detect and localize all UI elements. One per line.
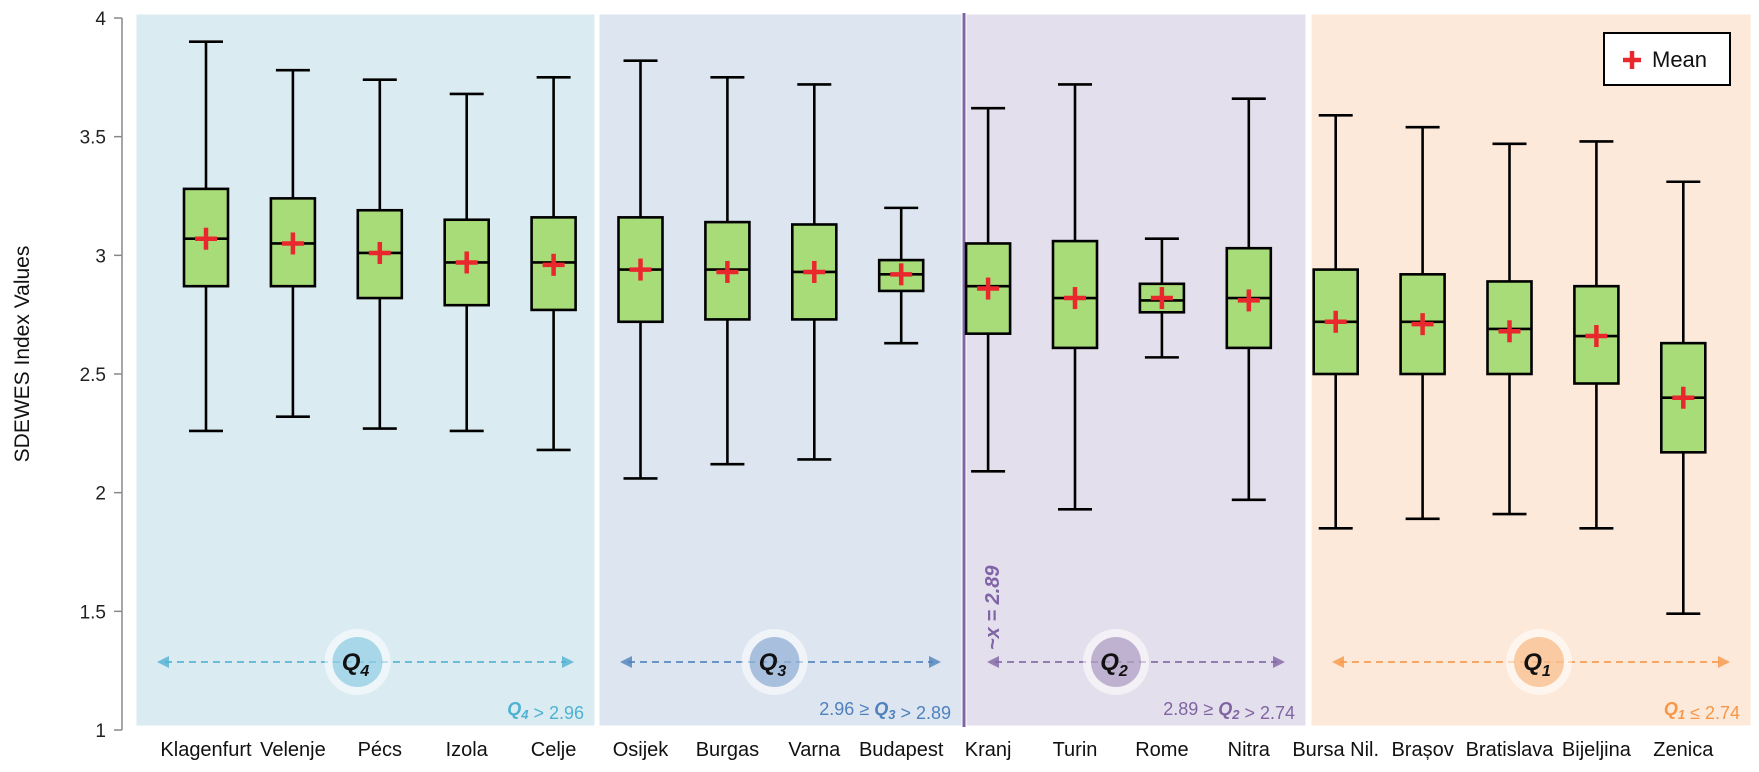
box-bratislava — [1486, 142, 1533, 516]
quartile-range-note: 2.89 ≥ Q2 > 2.74 — [1163, 699, 1295, 723]
x-tick-label: Burgas — [696, 739, 759, 761]
quartile-badge — [332, 637, 383, 687]
legend-mean-marker — [1623, 51, 1641, 69]
box-turin — [1051, 83, 1099, 511]
box-velenje — [269, 68, 317, 419]
box-bijeljina — [1573, 140, 1620, 530]
quartile-badge-label: Q1 — [1523, 649, 1551, 680]
panel-q4 — [133, 11, 598, 729]
y-axis-label: SDEWES Index Values — [11, 246, 34, 463]
boxes — [182, 40, 1707, 616]
box-bursa-nil- — [1312, 114, 1359, 530]
x-tick-label: Turin — [1053, 739, 1098, 761]
arrow-head-left — [157, 656, 169, 668]
box-budapest — [877, 206, 925, 345]
x-tick-label: Kranj — [965, 739, 1012, 761]
arrow-head-left — [987, 656, 999, 668]
quartile-badge-halo — [324, 629, 391, 695]
box-kranj — [964, 106, 1012, 473]
y-axis: 1 1.5 2 2.5 3 3.5 4 — [80, 9, 123, 742]
quartile-badge-halo — [741, 629, 808, 695]
arrow-head-right — [1273, 656, 1285, 668]
arrow-head-right — [929, 656, 941, 668]
y-tick-label: 2 — [95, 484, 106, 505]
x-tick-label: Budapest — [859, 739, 944, 761]
quartile-range-note: Q4 > 2.96 — [507, 699, 584, 723]
box-varna — [790, 83, 838, 461]
x-tick-label: Klagenfurt — [160, 739, 252, 761]
y-tick-label: 1 — [95, 721, 106, 742]
arrow-head-right — [1718, 656, 1730, 668]
quartile-badge-halo — [1506, 629, 1572, 695]
x-tick-label: Rome — [1135, 739, 1188, 761]
legend-label: Mean — [1652, 47, 1707, 72]
box-burgas — [704, 76, 751, 466]
legend: Mean — [1603, 32, 1731, 86]
quartile-arrows: Q4 Q4 > 2.96 Q3 2.96 ≥ Q3 > 2.89 Q2 2.89 ≥ Q2… — [157, 629, 1740, 723]
x-tick-labels: Klagenfurt Velenje Pécs Izola Celje Osijek Bur… — [160, 739, 1714, 761]
panel-q2 — [963, 11, 1309, 729]
box-celje — [530, 76, 577, 452]
box-p-cs — [356, 78, 404, 430]
arrow-head-right — [562, 656, 574, 668]
box-osijek — [617, 59, 664, 480]
panel-q3 — [596, 11, 965, 729]
x-tick-label: Nitra — [1228, 739, 1271, 761]
x-tick-label: Varna — [788, 739, 841, 761]
quartile-badge — [749, 637, 800, 687]
x-tick-label: Bijeljina — [1562, 739, 1632, 761]
x-tick-label: Bratislava — [1466, 739, 1555, 761]
quartile-badge-label: Q2 — [1100, 649, 1128, 680]
quartile-range-note: 2.96 ≥ Q3 > 2.89 — [819, 699, 951, 723]
y-tick-label: 3.5 — [80, 128, 106, 149]
quartile-badge-halo — [1083, 629, 1149, 695]
median-divider-label: ~x = 2.89 — [982, 565, 1004, 650]
x-tick-label: Zenica — [1653, 739, 1714, 761]
box-rome — [1138, 237, 1186, 359]
x-tick-label: Bursa Nil. — [1292, 739, 1379, 761]
quartile-badge-label: Q3 — [759, 649, 787, 680]
x-tick-label: Pécs — [358, 739, 402, 761]
x-tick-label: Izola — [446, 739, 489, 761]
box-izola — [443, 92, 491, 433]
x-tick-label: Brașov — [1391, 739, 1453, 761]
box-klagenfurt — [182, 40, 230, 433]
quartile-badge — [1091, 637, 1141, 687]
y-tick-label: 2.5 — [80, 365, 106, 386]
x-tick-label: Celje — [531, 739, 577, 761]
y-tick-label: 3 — [95, 246, 106, 267]
y-tick-label: 1.5 — [80, 602, 106, 623]
quartile-range-note: Q1 ≤ 2.74 — [1664, 699, 1740, 723]
arrow-head-left — [620, 656, 632, 668]
quartile-badge — [1514, 637, 1564, 687]
box-bra-ov — [1399, 125, 1446, 521]
x-tick-label: Osijek — [613, 739, 670, 761]
x-tick-label: Velenje — [260, 739, 326, 761]
arrow-head-left — [1332, 656, 1344, 668]
box-zenica — [1660, 180, 1707, 616]
box-nitra — [1225, 97, 1273, 502]
y-tick-label: 4 — [95, 9, 106, 30]
quartile-badge-label: Q4 — [342, 649, 370, 680]
